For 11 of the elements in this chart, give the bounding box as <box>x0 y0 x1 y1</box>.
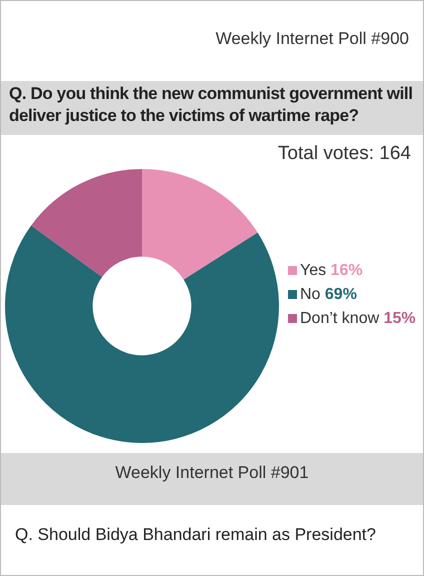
data-label: 16% <box>330 262 363 279</box>
data-label: 69% <box>324 286 357 303</box>
text: Q. Should Bidya Bhandari remain as President? <box>15 525 376 545</box>
chart-subtitle: Weekly Internet Poll #900 <box>216 29 409 49</box>
legend-label: Yes <box>300 262 326 279</box>
legend-label: No <box>300 286 320 303</box>
legend-label: Don’t know <box>300 310 380 327</box>
text: Total votes: 164 <box>278 143 411 165</box>
text: Weekly Internet Poll #901 <box>114 463 310 483</box>
data-label: 15% <box>384 310 416 327</box>
chart-title: Q. Do you think the new communist government will deliver justice to the victims of wartime rape? <box>1 81 423 135</box>
